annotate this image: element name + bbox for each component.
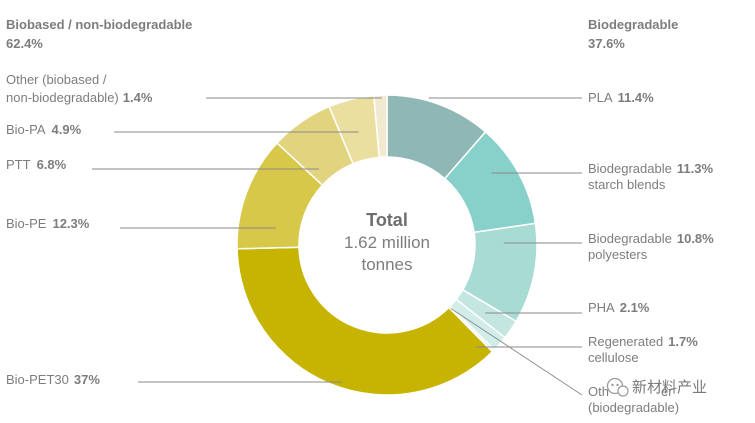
- group-header-left-pct: 62.4%: [6, 36, 43, 51]
- label-cellulose-line2: cellulose: [588, 350, 639, 365]
- watermark-text: 新材料产业: [632, 379, 707, 396]
- label-ptt: PTT 6.8%: [6, 157, 67, 172]
- center-line-2: tonnes: [361, 255, 412, 274]
- label-pha: PHA 2.1%: [588, 300, 650, 315]
- center-title: Total: [366, 210, 408, 230]
- label-other-biodegradable: Oth er: [588, 384, 673, 399]
- group-header-right-pct: 37.6%: [588, 36, 625, 51]
- label-bio-pe: Bio-PE 12.3%: [6, 216, 90, 231]
- slice-bio-pet30: [236, 246, 494, 396]
- label-pla: PLA 11.4%: [588, 90, 654, 105]
- label-polyesters-line2: polyesters: [588, 247, 648, 262]
- label-polyesters: Biodegradable 10.8%: [588, 231, 714, 246]
- label-bio-pa: Bio-PA 4.9%: [6, 122, 82, 137]
- label-bio-pet30: Bio-PET30 37%: [6, 372, 100, 387]
- slice-other-biobased-non-biodegradable: [373, 94, 388, 159]
- wechat-icon: [606, 377, 629, 397]
- label-other-biobased-line2: non-biodegradable) 1.4%: [6, 90, 153, 105]
- label-other-biodegradable-line2: (biodegradable): [588, 400, 679, 415]
- watermark: 新材料产业: [606, 377, 707, 397]
- leader-lines: [92, 97, 583, 396]
- label-starch-blends: Biodegradable 11.3%: [588, 161, 713, 176]
- group-header-right-title: Biodegradable: [588, 17, 678, 32]
- leader-line-other-biodegradable: [450, 308, 583, 396]
- center-line-1: 1.62 million: [344, 233, 430, 252]
- label-starch-blends-line2: starch blends: [588, 177, 666, 192]
- label-cellulose: Regenerated 1.7%: [588, 334, 698, 349]
- group-header-left-title: Biobased / non-biodegradable: [6, 17, 192, 32]
- label-other-biobased: Other (biobased /: [6, 72, 107, 87]
